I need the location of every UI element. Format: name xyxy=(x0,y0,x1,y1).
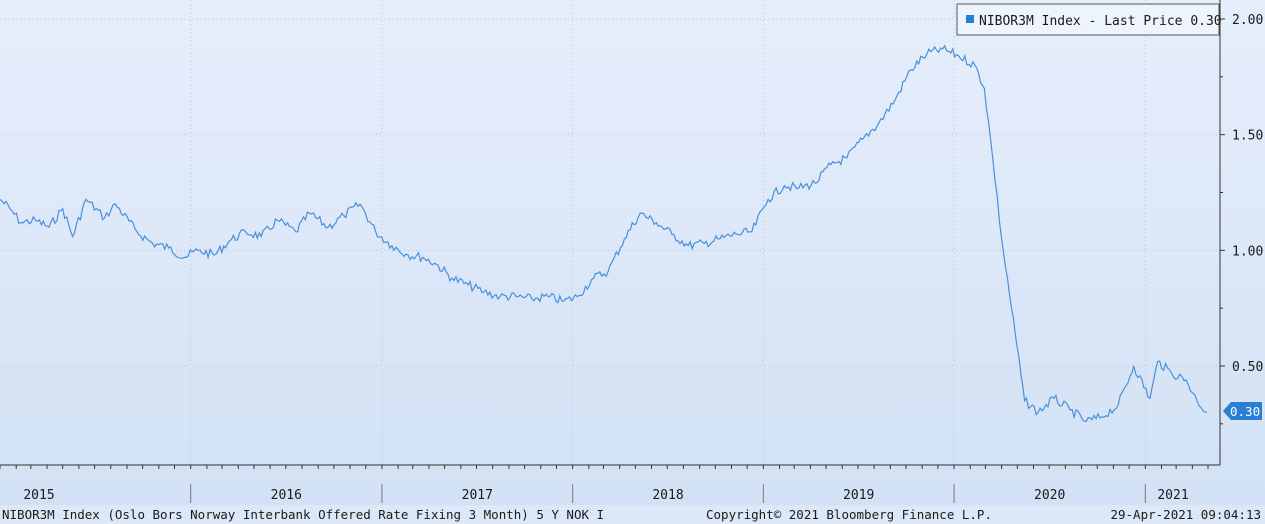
last-price-tag-shape xyxy=(1223,402,1262,420)
y-tick-label: 0.50 xyxy=(1232,360,1263,375)
x-tick-label: 2017 xyxy=(462,488,493,503)
footer-copyright: Copyright© 2021 Bloomberg Finance L.P. xyxy=(706,507,992,522)
plot-background xyxy=(0,0,1265,505)
y-tick-label: 1.00 xyxy=(1232,244,1263,259)
x-tick-label: 2019 xyxy=(843,488,874,503)
footer-timestamp: 29-Apr-2021 09:04:13 xyxy=(1110,507,1261,522)
footer-description: NIBOR3M Index (Oslo Bors Norway Interban… xyxy=(2,507,605,522)
legend-label: NIBOR3M Index - Last Price 0.30 xyxy=(979,14,1222,29)
chart-canvas: 0.50 1.00 1.50 2.00 2015 2016 2017 2018 2019 2020… xyxy=(0,0,1265,505)
x-tick-label: 2020 xyxy=(1034,488,1065,503)
y-tick-label: 1.50 xyxy=(1232,129,1263,144)
axes: 0.50 1.00 1.50 2.00 2015 2016 2017 2018 2019 2020… xyxy=(0,0,1263,503)
x-tick-label: 2018 xyxy=(652,488,683,503)
legend-swatch xyxy=(966,15,974,23)
last-price-tag: 0.30 xyxy=(1223,402,1262,420)
x-tick-label: 2015 xyxy=(23,488,54,503)
x-tick-label: 2021 xyxy=(1157,488,1188,503)
legend-box xyxy=(956,3,1220,36)
x-tick-label: 2016 xyxy=(271,488,302,503)
footer: NIBOR3M Index (Oslo Bors Norway Interban… xyxy=(0,505,1265,524)
series-line-nibor3m xyxy=(0,44,1208,423)
last-price-tag-label: 0.30 xyxy=(1230,404,1260,419)
y-tick-label: 2.00 xyxy=(1232,13,1263,28)
legend: NIBOR3M Index - Last Price 0.30 xyxy=(956,3,1222,36)
